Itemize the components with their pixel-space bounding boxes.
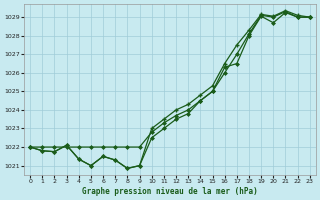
X-axis label: Graphe pression niveau de la mer (hPa): Graphe pression niveau de la mer (hPa): [82, 187, 258, 196]
